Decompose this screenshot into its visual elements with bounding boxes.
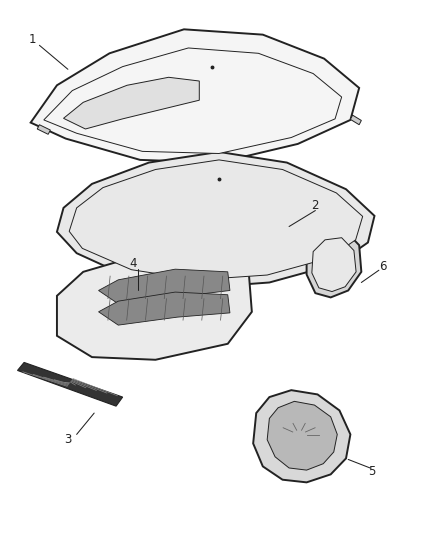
Polygon shape bbox=[64, 77, 199, 129]
Text: 3: 3 bbox=[64, 433, 71, 446]
Text: 5: 5 bbox=[369, 465, 376, 478]
Text: 2: 2 bbox=[311, 199, 319, 212]
Polygon shape bbox=[57, 248, 252, 360]
Polygon shape bbox=[312, 238, 356, 292]
Polygon shape bbox=[307, 229, 361, 297]
Polygon shape bbox=[253, 390, 350, 482]
Polygon shape bbox=[37, 125, 50, 134]
Polygon shape bbox=[99, 292, 230, 325]
Polygon shape bbox=[69, 160, 363, 280]
Polygon shape bbox=[350, 115, 361, 125]
Polygon shape bbox=[31, 29, 359, 163]
Text: 1: 1 bbox=[29, 34, 37, 46]
Text: 4: 4 bbox=[130, 257, 138, 270]
Polygon shape bbox=[267, 401, 337, 470]
Text: 6: 6 bbox=[379, 260, 387, 273]
Polygon shape bbox=[44, 48, 342, 154]
Polygon shape bbox=[18, 362, 123, 406]
Polygon shape bbox=[99, 269, 230, 304]
Polygon shape bbox=[57, 152, 374, 288]
